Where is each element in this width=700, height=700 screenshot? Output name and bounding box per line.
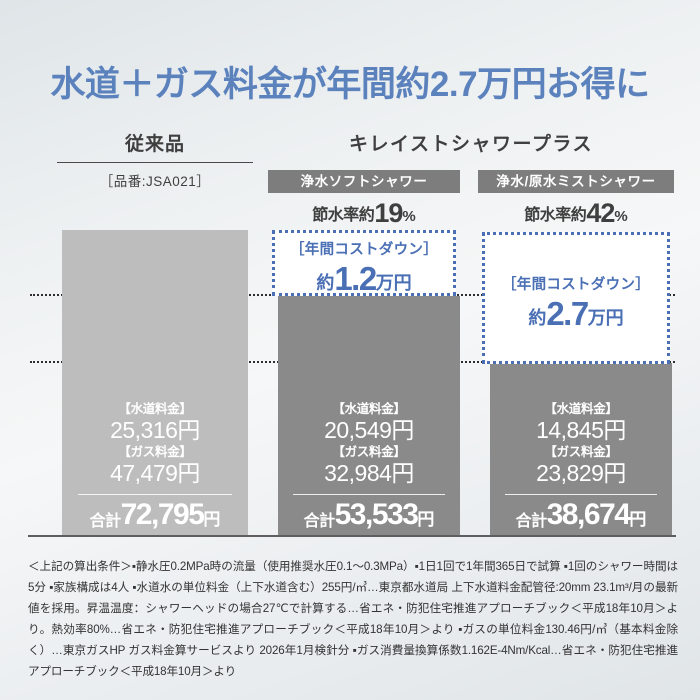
costdown-callout-right: ［年間コストダウン］ 約2.7万円 xyxy=(482,232,670,364)
legacy-total-label: 合計 xyxy=(89,513,122,531)
rate-value-right: 42 xyxy=(586,198,615,228)
mid-total-label: 合計 xyxy=(303,513,336,531)
legacy-total-divider xyxy=(77,494,233,496)
chart-baseline-axis xyxy=(28,535,676,537)
costdown-number-right: 2.7 xyxy=(546,295,589,332)
costdown-approx-mid: 約 xyxy=(316,273,335,293)
right-total-value: 38,674 xyxy=(546,498,631,532)
costdown-label-mid: ［年間コストダウン］ xyxy=(290,242,438,258)
costdown-value-right: 約2.7万円 xyxy=(485,295,667,333)
water-saving-rate-mid: 節水率約19% xyxy=(268,198,460,228)
legacy-total-row: 合計72,795円 xyxy=(62,499,248,531)
costdown-unit-right: 万円 xyxy=(587,308,624,328)
tab-purified-raw-mist-shower[interactable]: 浄水/原水ミストシャワー xyxy=(478,170,674,193)
mid-water-value: 20,549円 xyxy=(324,417,414,444)
legacy-water-label: 【水道料金】 xyxy=(118,402,192,417)
rate-value-mid: 19 xyxy=(374,198,403,228)
legacy-total-value: 72,795 xyxy=(120,498,205,532)
bar-purified-raw-mist-shower: 【水道料金】 14,845円 【ガス料金】 23,829円 合計38,674円 xyxy=(490,363,672,535)
page-title: 水道＋ガス料金が年間約2.7万円お得に xyxy=(50,65,650,104)
legacy-gas-label: 【ガス料金】 xyxy=(118,445,192,460)
right-water-label: 【水道料金】 xyxy=(544,402,618,417)
mid-gas-value: 32,984円 xyxy=(324,460,414,487)
legacy-gas-value: 47,479円 xyxy=(110,460,200,487)
legacy-water-value: 25,316円 xyxy=(110,417,200,444)
costdown-callout-mid: ［年間コストダウン］ 約1.2万円 xyxy=(272,230,456,298)
right-total-row: 合計38,674円 xyxy=(490,499,672,531)
tab-purified-soft-shower[interactable]: 浄水ソフトシャワー xyxy=(268,170,460,193)
bar-purified-soft-shower: 【水道料金】 20,549円 【ガス料金】 32,984円 合計53,533円 xyxy=(278,296,460,535)
mid-total-row: 合計53,533円 xyxy=(278,499,460,531)
right-gas-value: 23,829円 xyxy=(536,460,626,487)
mid-water-label: 【水道料金】 xyxy=(332,402,406,417)
legacy-header-divider xyxy=(57,162,253,163)
legacy-product-name: 従来品 xyxy=(124,134,185,155)
legacy-column-header: 従来品 ［品番:JSA021］ xyxy=(52,129,258,190)
mid-total-divider xyxy=(293,494,445,496)
rate-unit-right: % xyxy=(614,208,628,225)
footnotes: ＜上記の算出条件＞▪静水圧0.2MPa時の流量（使用推奨水圧0.1〜0.3MPa… xyxy=(28,560,678,679)
bar-legacy-content: 【水道料金】 25,316円 【ガス料金】 47,479円 合計72,795円 xyxy=(62,403,248,535)
costdown-unit-mid: 万円 xyxy=(375,273,412,293)
right-water-value: 14,845円 xyxy=(536,417,626,444)
bar-mid-content: 【水道料金】 20,549円 【ガス料金】 32,984円 合計53,533円 xyxy=(278,403,460,535)
legacy-total-unit: 円 xyxy=(203,510,221,530)
mid-total-value: 53,533 xyxy=(334,498,419,532)
legacy-model-number: ［品番:JSA021］ xyxy=(99,174,211,189)
costdown-number-mid: 1.2 xyxy=(334,260,377,297)
rate-label-right: 節水率約 xyxy=(524,207,587,224)
right-total-label: 合計 xyxy=(515,513,548,531)
rate-label-mid: 節水率約 xyxy=(312,207,375,224)
right-gas-label: 【ガス料金】 xyxy=(544,445,618,460)
costdown-value-mid: 約1.2万円 xyxy=(275,260,453,298)
bar-legacy: 【水道料金】 25,316円 【ガス料金】 47,479円 合計72,795円 xyxy=(62,230,248,535)
rate-unit-mid: % xyxy=(402,208,416,225)
plus-group-title: キレイストシャワープラス xyxy=(349,134,593,155)
costdown-label-right: ［年間コストダウン］ xyxy=(502,277,650,293)
right-total-unit: 円 xyxy=(629,510,647,530)
mid-total-unit: 円 xyxy=(417,510,435,530)
right-total-divider xyxy=(505,494,657,496)
mid-gas-label: 【ガス料金】 xyxy=(332,445,406,460)
water-saving-rate-right: 節水率約42% xyxy=(478,198,674,228)
costdown-approx-right: 約 xyxy=(528,308,547,328)
bar-right-content: 【水道料金】 14,845円 【ガス料金】 23,829円 合計38,674円 xyxy=(490,403,672,535)
